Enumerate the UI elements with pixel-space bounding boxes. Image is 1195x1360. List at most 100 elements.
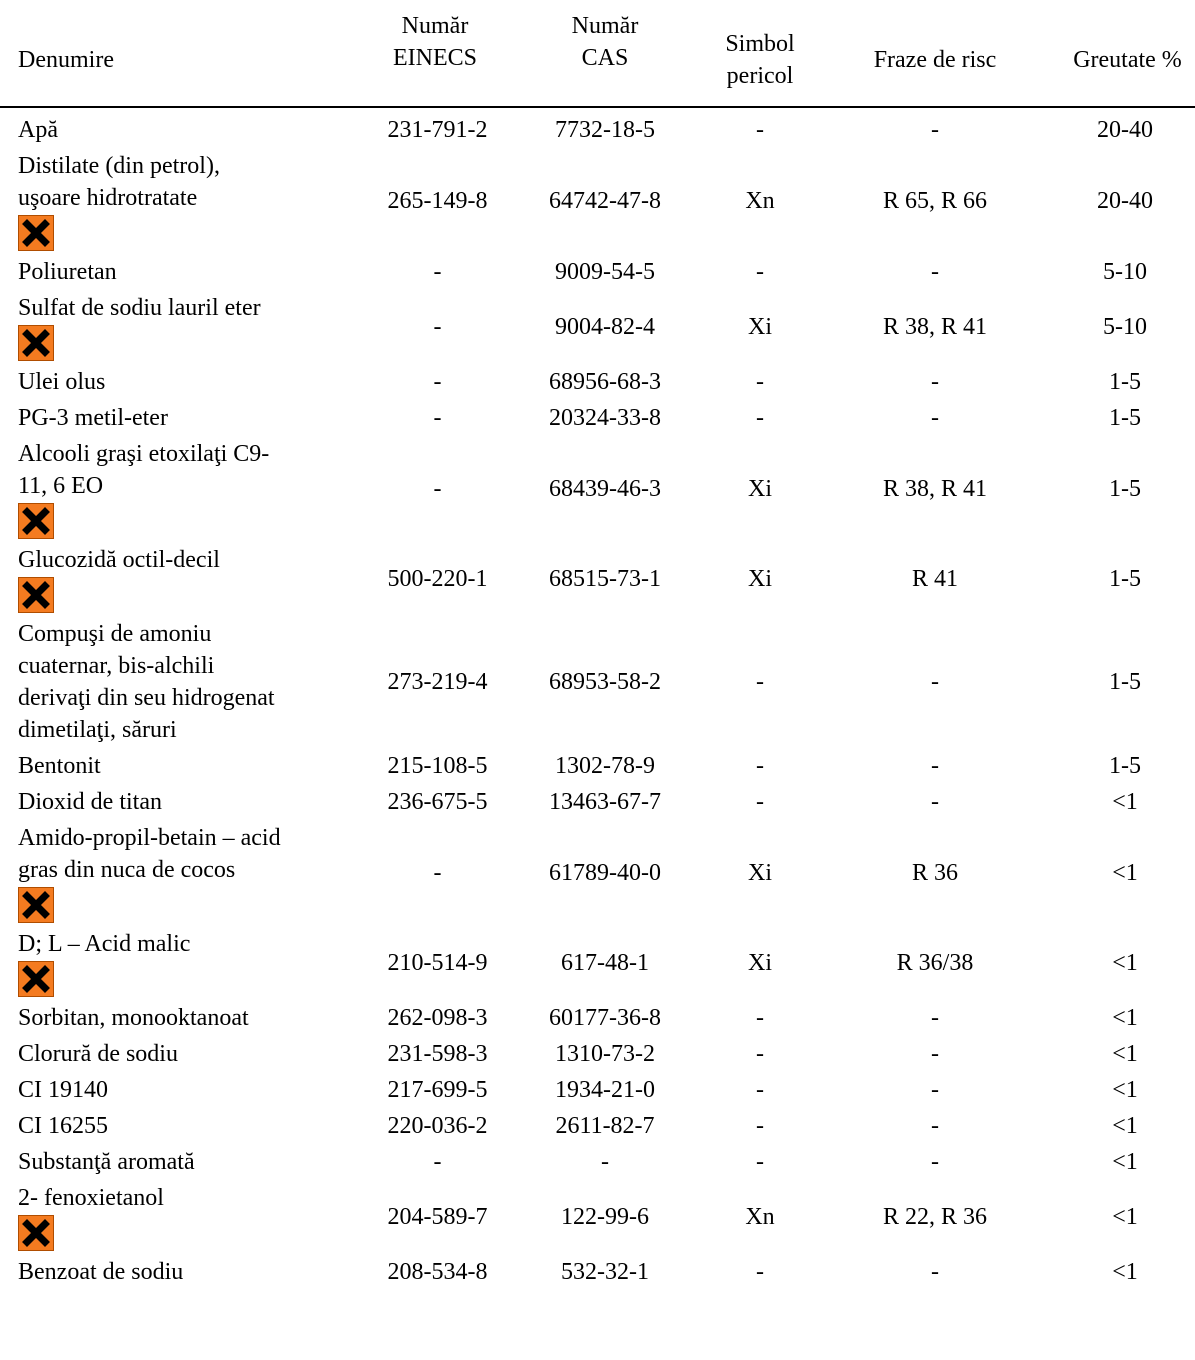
cell-denumire: Benzoat de sodiu (18, 1256, 358, 1288)
cell-cas: 64742-47-8 (549, 188, 661, 214)
cell-denumire: Amido-propil-betain – acid gras din nuca … (18, 822, 358, 886)
cell-einecs: - (433, 1149, 442, 1175)
cell-simbol: - (756, 1005, 764, 1031)
cell-fraze: R 41 (911, 566, 958, 592)
cell-denumire: Alcooli graşi etoxilaţi C9- 11, 6 EO (18, 438, 358, 502)
harmful-irritant-x-icon (18, 577, 54, 613)
cell-simbol: Xn (745, 1204, 775, 1230)
cell-greutate: 1-5 (1109, 369, 1141, 395)
cell-denumire-line: D; L – Acid malic (18, 931, 191, 957)
table-row: Bentonit 215-108-5 1302-78-9 - - 1-5 (0, 750, 1195, 782)
cell-simbol: Xi (748, 476, 772, 502)
cell-denumire: Compuşi de amoniu cuaternar, bis-alchili d… (18, 618, 358, 746)
cell-greutate: <1 (1112, 1041, 1138, 1067)
table-row: Substanţă aromată - - - - <1 (0, 1146, 1195, 1178)
header-greutate: Greutate % (1073, 47, 1182, 73)
cell-einecs: 204-589-7 (387, 1204, 488, 1230)
cell-cas: 7732-18-5 (555, 117, 655, 143)
harmful-irritant-x-icon (18, 887, 54, 923)
cell-greutate: 5-10 (1103, 259, 1147, 285)
header-cas-line2: CAS (581, 45, 629, 71)
cell-simbol: Xn (745, 188, 775, 214)
cell-einecs: 220-036-2 (387, 1113, 488, 1139)
cell-fraze: - (931, 753, 939, 779)
cell-cas: 532-32-1 (561, 1259, 649, 1285)
cell-denumire-line: Ulei olus (18, 369, 106, 395)
cell-denumire-line: Sorbitan, monooktanoat (18, 1005, 249, 1031)
cell-einecs: 273-219-4 (387, 669, 488, 695)
cell-denumire-line: CI 19140 (18, 1077, 108, 1103)
cell-greutate: <1 (1112, 789, 1138, 815)
cell-denumire-line: Bentonit (18, 753, 101, 779)
cell-denumire-line: 11, 6 EO (18, 473, 104, 499)
table-row: Distilate (din petrol), uşoare hidrotrata… (0, 150, 1195, 252)
header-simbol-line2: pericol (726, 63, 794, 89)
cell-denumire-line: Poliuretan (18, 259, 117, 285)
cell-fraze: - (931, 669, 939, 695)
table-row: Benzoat de sodiu 208-534-8 532-32-1 - - <1 (0, 1256, 1195, 1288)
table-row: Compuşi de amoniu cuaternar, bis-alchili d… (0, 618, 1195, 746)
table-row: Alcooli graşi etoxilaţi C9- 11, 6 EO - 6843… (0, 438, 1195, 540)
cell-denumire-line: Apă (18, 117, 58, 143)
cell-cas: 68515-73-1 (549, 566, 661, 592)
cell-denumire: CI 19140 (18, 1074, 358, 1106)
cell-cas: 1302-78-9 (555, 753, 655, 779)
cell-einecs: 265-149-8 (387, 188, 488, 214)
cell-greutate: 20-40 (1097, 117, 1153, 143)
cell-denumire: Dioxid de titan (18, 786, 358, 818)
cell-denumire: Ulei olus (18, 366, 358, 398)
header-simbol: Simbol pericol (700, 28, 820, 92)
cell-simbol: - (756, 789, 764, 815)
cell-simbol: Xi (748, 950, 772, 976)
cell-fraze: - (931, 1005, 939, 1031)
cell-einecs: 215-108-5 (387, 753, 488, 779)
cell-simbol: Xi (748, 314, 772, 340)
cell-denumire-line: Amido-propil-betain – acid (18, 825, 281, 851)
table-row: Apă 231-791-2 7732-18-5 - - 20-40 (0, 114, 1195, 146)
cell-fraze: - (931, 789, 939, 815)
cell-simbol: - (756, 405, 764, 431)
cell-cas: 60177-36-8 (549, 1005, 661, 1031)
cell-simbol: - (756, 1149, 764, 1175)
cell-cas: 9009-54-5 (555, 259, 655, 285)
cell-einecs: 236-675-5 (387, 789, 488, 815)
cell-fraze: - (931, 405, 939, 431)
cell-cas: 20324-33-8 (549, 405, 661, 431)
cell-einecs: 210-514-9 (387, 950, 488, 976)
cell-greutate: 1-5 (1109, 405, 1141, 431)
table-row: Sorbitan, monooktanoat 262-098-3 60177-36-… (0, 1002, 1195, 1034)
cell-einecs: - (433, 259, 442, 285)
cell-cas: 61789-40-0 (549, 860, 661, 886)
header-fraze: Fraze de risc (873, 47, 997, 73)
cell-simbol: Xi (748, 860, 772, 886)
cell-fraze: R 36/38 (896, 950, 974, 976)
cell-denumire-line: Clorură de sodiu (18, 1041, 178, 1067)
cell-cas: 9004-82-4 (555, 314, 655, 340)
header-einecs-line1: Număr (401, 13, 469, 39)
cell-denumire-line: derivaţi din seu hidrogenat (18, 685, 275, 711)
cell-greutate: 1-5 (1109, 753, 1141, 779)
header-rule (0, 106, 1195, 108)
cell-denumire-line: dimetilaţi, săruri (18, 717, 177, 743)
cell-greutate: <1 (1112, 1204, 1138, 1230)
cell-greutate: 5-10 (1103, 314, 1147, 340)
cell-denumire-line: cuaternar, bis-alchili (18, 653, 215, 679)
header-einecs: Număr EINECS (370, 10, 500, 74)
cell-denumire: Sorbitan, monooktanoat (18, 1002, 358, 1034)
cell-fraze: - (931, 259, 939, 285)
cell-denumire-line: Substanţă aromată (18, 1149, 195, 1175)
cell-denumire: D; L – Acid malic (18, 928, 358, 960)
cell-denumire: 2- fenoxietanol (18, 1182, 358, 1214)
cell-denumire: Substanţă aromată (18, 1146, 358, 1178)
cell-einecs: - (433, 476, 442, 502)
cell-fraze: R 22, R 36 (882, 1204, 987, 1230)
cell-fraze: R 36 (911, 860, 958, 886)
cell-denumire-line: Glucozidă octil-decil (18, 547, 220, 573)
cell-einecs: 500-220-1 (387, 566, 488, 592)
cell-greutate: <1 (1112, 1077, 1138, 1103)
cell-cas: 68956-68-3 (549, 369, 661, 395)
cell-denumire: Poliuretan (18, 256, 358, 288)
harmful-irritant-x-icon (18, 503, 54, 539)
table-header: Denumire Număr EINECS Număr CAS Simbol p… (0, 0, 1195, 108)
table-row: CI 16255 220-036-2 2611-82-7 - - <1 (0, 1110, 1195, 1142)
